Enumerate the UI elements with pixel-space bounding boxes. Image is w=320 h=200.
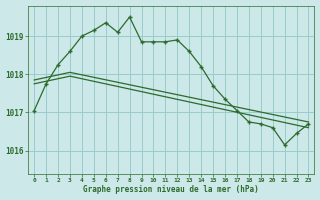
X-axis label: Graphe pression niveau de la mer (hPa): Graphe pression niveau de la mer (hPa) [84,185,259,194]
